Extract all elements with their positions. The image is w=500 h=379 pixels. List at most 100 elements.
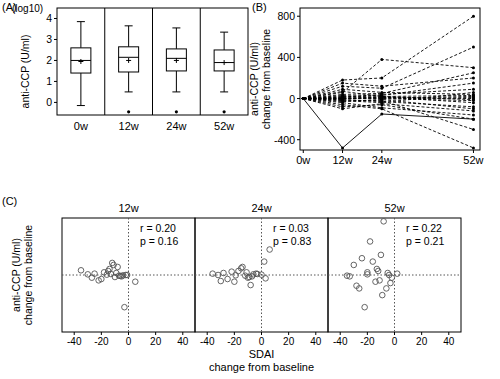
x-tick-label: -20 xyxy=(360,336,375,347)
plot-frame xyxy=(300,8,480,150)
scatter-point xyxy=(344,273,350,279)
x-tick-label: 12w xyxy=(119,120,139,132)
series-marker xyxy=(380,58,383,61)
annotation: r = 0.22 xyxy=(406,222,442,234)
scatter-point xyxy=(108,271,114,277)
series-marker xyxy=(472,98,475,101)
x-tick-label: 52w xyxy=(214,120,234,132)
x-tick xyxy=(448,332,449,335)
y-tick-label: 0 xyxy=(46,96,52,108)
series-marker xyxy=(341,79,344,82)
scatter-point xyxy=(263,276,269,282)
annotation: r = 0.03 xyxy=(273,222,309,234)
scatter-point xyxy=(261,259,267,265)
series-marker xyxy=(472,118,475,121)
series-marker xyxy=(302,97,305,100)
x-axis-label: change from baseline xyxy=(209,361,314,373)
x-tick-label: 20 xyxy=(150,336,162,347)
outlier xyxy=(175,110,178,113)
series-marker xyxy=(341,90,344,93)
plot-frame xyxy=(195,218,328,332)
series-marker xyxy=(302,97,305,100)
x-tick-label: -40 xyxy=(200,336,215,347)
series-marker xyxy=(302,97,305,100)
series-marker xyxy=(302,97,305,100)
x-tick-label: 24w xyxy=(166,120,186,132)
x-tick-label: 12w xyxy=(332,154,352,166)
whisker-cap xyxy=(220,32,228,33)
scatter-point xyxy=(389,275,395,281)
series-marker xyxy=(472,128,475,131)
whisker-low xyxy=(224,71,225,92)
whisker-cap xyxy=(172,27,180,28)
scatter-point xyxy=(381,219,387,225)
y-tick-label: 400 xyxy=(277,51,295,63)
box xyxy=(214,50,234,71)
series-line xyxy=(303,99,473,115)
annotation: p = 0.21 xyxy=(406,235,444,247)
y-axis-label: anti-CCP (U/ml) xyxy=(248,42,260,116)
x-tick xyxy=(394,332,395,335)
whisker-high xyxy=(80,22,81,48)
series-marker xyxy=(302,97,305,100)
scatter-point xyxy=(248,282,254,288)
series-line xyxy=(303,73,473,99)
x-tick-label: 0w xyxy=(74,120,88,132)
series-marker xyxy=(341,82,344,85)
scatter-point xyxy=(215,272,221,278)
x-tick xyxy=(261,332,262,335)
scatter-point xyxy=(377,278,383,284)
x-tick xyxy=(101,332,102,335)
panel-label: (B) xyxy=(252,1,267,13)
series-marker xyxy=(302,97,305,100)
series-marker xyxy=(472,71,475,74)
series-marker xyxy=(472,15,475,18)
panel-title: 24w xyxy=(251,202,271,214)
series-line xyxy=(303,59,473,98)
scatter-point xyxy=(96,278,102,284)
x-tick xyxy=(315,332,316,335)
series-line xyxy=(303,99,473,148)
cell-divider xyxy=(152,8,153,115)
y-tick-label: 2 xyxy=(46,54,52,66)
outlier xyxy=(223,110,226,113)
scatter-point xyxy=(89,275,95,281)
series-marker xyxy=(302,97,305,100)
scatter-point xyxy=(225,276,231,282)
series-marker xyxy=(472,146,475,149)
x-tick-label: 40 xyxy=(177,336,189,347)
plot-area xyxy=(62,218,195,332)
series-line xyxy=(303,99,473,120)
panel-title: 52w xyxy=(384,202,404,214)
annotation: r = 0.20 xyxy=(140,222,176,234)
series-marker xyxy=(472,95,475,98)
series-marker xyxy=(302,97,305,100)
scatter-point xyxy=(92,271,98,277)
y-tick xyxy=(54,18,57,19)
x-tick-label: 52w xyxy=(463,154,483,166)
y-axis-note: (log10) xyxy=(12,3,43,14)
y-axis-label: change from baseline xyxy=(260,29,272,130)
figure: (A)anti-CCP (U/ml)(log10)012340w12w24w52… xyxy=(0,0,500,379)
box xyxy=(71,48,91,73)
series-marker xyxy=(341,85,344,88)
x-tick-label: 24w xyxy=(372,154,392,166)
series-marker xyxy=(302,97,305,100)
series-marker xyxy=(302,97,305,100)
series-line xyxy=(303,47,473,98)
series-marker xyxy=(302,97,305,100)
scatter-point xyxy=(210,271,216,277)
series-marker xyxy=(341,97,344,100)
x-tick xyxy=(128,332,129,335)
scatter-point xyxy=(233,273,239,279)
whisker-cap xyxy=(172,91,180,92)
x-tick xyxy=(74,332,75,335)
mean-marker xyxy=(174,58,179,63)
box xyxy=(119,47,139,72)
series-marker xyxy=(302,97,305,100)
cell-divider xyxy=(104,8,105,115)
cell-divider xyxy=(200,8,201,115)
series-marker xyxy=(380,112,383,115)
series-marker xyxy=(302,97,305,100)
x-tick xyxy=(182,332,183,335)
